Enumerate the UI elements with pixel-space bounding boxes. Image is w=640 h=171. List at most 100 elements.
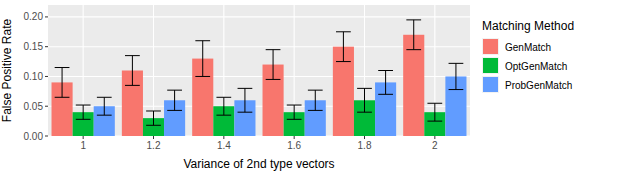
- error-stem: [132, 56, 133, 86]
- error-bar: [378, 71, 393, 95]
- x-tick: [83, 136, 84, 139]
- legend-label: ProbGenMatch: [505, 80, 572, 91]
- legend-key: [483, 58, 498, 73]
- x-tick-label: 1.6: [287, 140, 301, 151]
- grid-line-x: [434, 5, 435, 136]
- x-tick: [364, 136, 365, 139]
- error-stem: [153, 111, 154, 125]
- x-tick: [294, 136, 295, 139]
- error-cap: [449, 89, 464, 90]
- error-stem: [434, 103, 435, 121]
- y-tick-label: 0.10: [24, 71, 44, 82]
- error-cap: [427, 121, 442, 122]
- error-bar: [266, 50, 281, 80]
- error-cap: [167, 90, 182, 91]
- x-tick: [153, 136, 154, 139]
- error-cap: [336, 61, 351, 62]
- legend-label: OptGenMatch: [505, 61, 567, 72]
- error-bar: [336, 32, 351, 62]
- y-tick-label: 0.05: [24, 101, 44, 112]
- error-stem: [223, 97, 224, 115]
- error-cap: [238, 112, 253, 113]
- error-stem: [244, 88, 245, 112]
- y-tick: [45, 136, 48, 137]
- bar: [403, 35, 424, 136]
- error-cap: [266, 79, 281, 80]
- error-cap: [406, 19, 421, 20]
- error-stem: [294, 105, 295, 119]
- error-cap: [308, 110, 323, 111]
- legend-key: [483, 39, 498, 54]
- error-cap: [146, 110, 161, 111]
- legend-key-bg: [482, 76, 499, 93]
- error-stem: [343, 32, 344, 62]
- error-cap: [195, 76, 210, 77]
- error-cap: [125, 55, 140, 56]
- error-cap: [125, 85, 140, 86]
- grid-line-x: [153, 5, 154, 136]
- error-cap: [76, 105, 91, 106]
- legend-key-bg: [482, 57, 499, 74]
- error-cap: [308, 90, 323, 91]
- error-cap: [287, 119, 302, 120]
- error-stem: [202, 41, 203, 77]
- error-bar: [406, 20, 421, 50]
- error-cap: [449, 63, 464, 64]
- x-tick: [223, 136, 224, 139]
- error-cap: [76, 119, 91, 120]
- grid-line: [48, 16, 470, 17]
- y-tick-label: 0.20: [24, 11, 44, 22]
- error-stem: [385, 71, 386, 95]
- error-bar: [97, 97, 112, 115]
- error-cap: [195, 40, 210, 41]
- error-cap: [427, 103, 442, 104]
- error-cap: [406, 49, 421, 50]
- error-cap: [357, 88, 372, 89]
- chart: 0.000.050.100.150.2011.21.41.61.82Varian…: [0, 0, 640, 171]
- error-cap: [238, 88, 253, 89]
- legend-key-bg: [482, 38, 499, 55]
- error-stem: [62, 68, 63, 98]
- error-cap: [378, 94, 393, 95]
- error-stem: [315, 90, 316, 110]
- error-bar: [449, 63, 464, 89]
- error-cap: [167, 110, 182, 111]
- x-tick-label: 1.4: [217, 140, 231, 151]
- error-stem: [455, 63, 456, 89]
- error-stem: [364, 88, 365, 112]
- x-tick-label: 1.8: [358, 140, 372, 151]
- error-bar: [287, 105, 302, 119]
- error-cap: [97, 97, 112, 98]
- y-tick: [45, 76, 48, 77]
- error-stem: [83, 105, 84, 119]
- x-axis-title: Variance of 2nd type vectors: [183, 157, 334, 171]
- error-bar: [55, 68, 70, 98]
- error-cap: [55, 67, 70, 68]
- x-tick-label: 1: [80, 140, 86, 151]
- error-cap: [357, 112, 372, 113]
- error-cap: [287, 105, 302, 106]
- y-tick: [45, 106, 48, 107]
- x-tick-label: 2: [432, 140, 438, 151]
- y-tick-label: 0.15: [24, 41, 44, 52]
- error-cap: [216, 97, 231, 98]
- error-cap: [216, 115, 231, 116]
- panel: [48, 5, 470, 136]
- error-cap: [378, 70, 393, 71]
- error-bar: [216, 97, 231, 115]
- marks: [52, 20, 467, 136]
- error-bar: [308, 90, 323, 110]
- x-tick: [434, 136, 435, 139]
- grid-line-x: [294, 5, 295, 136]
- error-bar: [357, 88, 372, 112]
- error-bar: [427, 103, 442, 121]
- error-stem: [413, 20, 414, 50]
- error-bar: [125, 56, 140, 86]
- y-tick: [45, 16, 48, 17]
- legend-label: GenMatch: [505, 42, 551, 53]
- error-cap: [146, 125, 161, 126]
- y-tick-label: 0.00: [24, 131, 44, 142]
- error-bar: [76, 105, 91, 119]
- y-tick: [45, 46, 48, 47]
- error-bar: [238, 88, 253, 112]
